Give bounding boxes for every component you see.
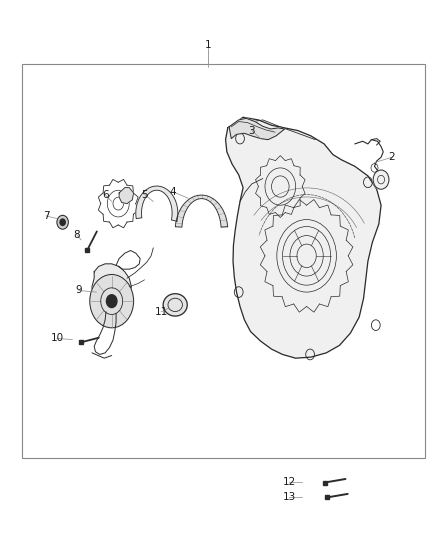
Circle shape bbox=[106, 295, 117, 308]
Text: 1: 1 bbox=[205, 41, 212, 50]
Polygon shape bbox=[119, 188, 134, 204]
Text: 3: 3 bbox=[248, 126, 255, 135]
Polygon shape bbox=[229, 118, 285, 140]
Text: 8: 8 bbox=[73, 230, 80, 239]
Text: 2: 2 bbox=[389, 152, 396, 162]
Circle shape bbox=[57, 215, 68, 229]
Polygon shape bbox=[92, 264, 131, 312]
Ellipse shape bbox=[163, 294, 187, 316]
Text: 7: 7 bbox=[42, 211, 49, 221]
Circle shape bbox=[373, 170, 389, 189]
Polygon shape bbox=[136, 186, 178, 221]
Text: 12: 12 bbox=[283, 478, 296, 487]
Polygon shape bbox=[175, 195, 228, 227]
Text: 13: 13 bbox=[283, 492, 296, 502]
Circle shape bbox=[60, 219, 65, 225]
Text: 4: 4 bbox=[170, 187, 177, 197]
Bar bbox=[22, 64, 425, 458]
Circle shape bbox=[90, 274, 134, 328]
Text: 11: 11 bbox=[155, 307, 168, 317]
Text: 10: 10 bbox=[50, 334, 64, 343]
Text: 5: 5 bbox=[141, 190, 148, 199]
Text: 9: 9 bbox=[75, 286, 82, 295]
Text: 6: 6 bbox=[102, 190, 109, 199]
Polygon shape bbox=[226, 117, 381, 358]
